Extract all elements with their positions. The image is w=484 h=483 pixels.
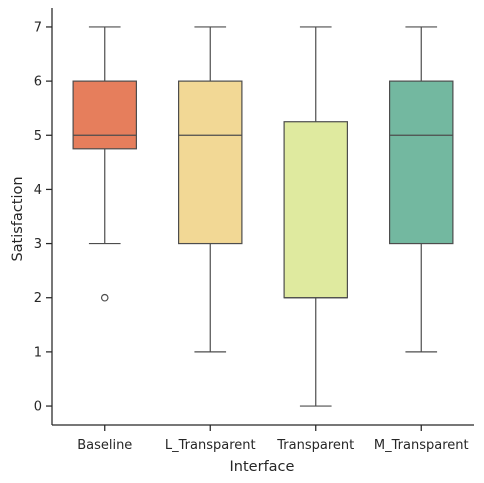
box-group-m-transparent (389, 26, 454, 353)
y-tick-label: 0 (34, 400, 42, 415)
box-group-l-transparent (178, 26, 243, 353)
y-tick-label: 3 (34, 237, 42, 252)
outlier-point (100, 293, 109, 302)
x-tick-label: Baseline (77, 438, 132, 453)
box-group-baseline (72, 26, 137, 302)
y-tick-label: 4 (34, 183, 42, 198)
box-iqr (389, 80, 454, 245)
axes (51, 8, 474, 426)
y-tick-label: 7 (34, 20, 42, 35)
box-group-transparent (283, 26, 349, 407)
box-iqr (178, 80, 243, 245)
y-tick-label: 2 (34, 291, 42, 306)
x-tick-label: Transparent (276, 438, 354, 453)
box-iqr (283, 121, 349, 299)
y-ticks: 0 1 2 3 4 5 6 7 (34, 20, 52, 415)
plot-area (72, 26, 454, 407)
y-tick-label: 1 (34, 345, 42, 360)
x-ticks: Baseline L_Transparent Transparent M_Transp… (77, 425, 469, 453)
y-tick-label: 5 (34, 129, 42, 144)
x-axis-label: Interface (230, 459, 295, 475)
x-tick-label: L_Transparent (165, 438, 256, 453)
y-tick-label: 6 (34, 75, 42, 90)
box-iqr (72, 80, 137, 150)
y-axis-label: Satisfaction (10, 176, 26, 261)
x-tick-label: M_Transparent (374, 438, 469, 453)
